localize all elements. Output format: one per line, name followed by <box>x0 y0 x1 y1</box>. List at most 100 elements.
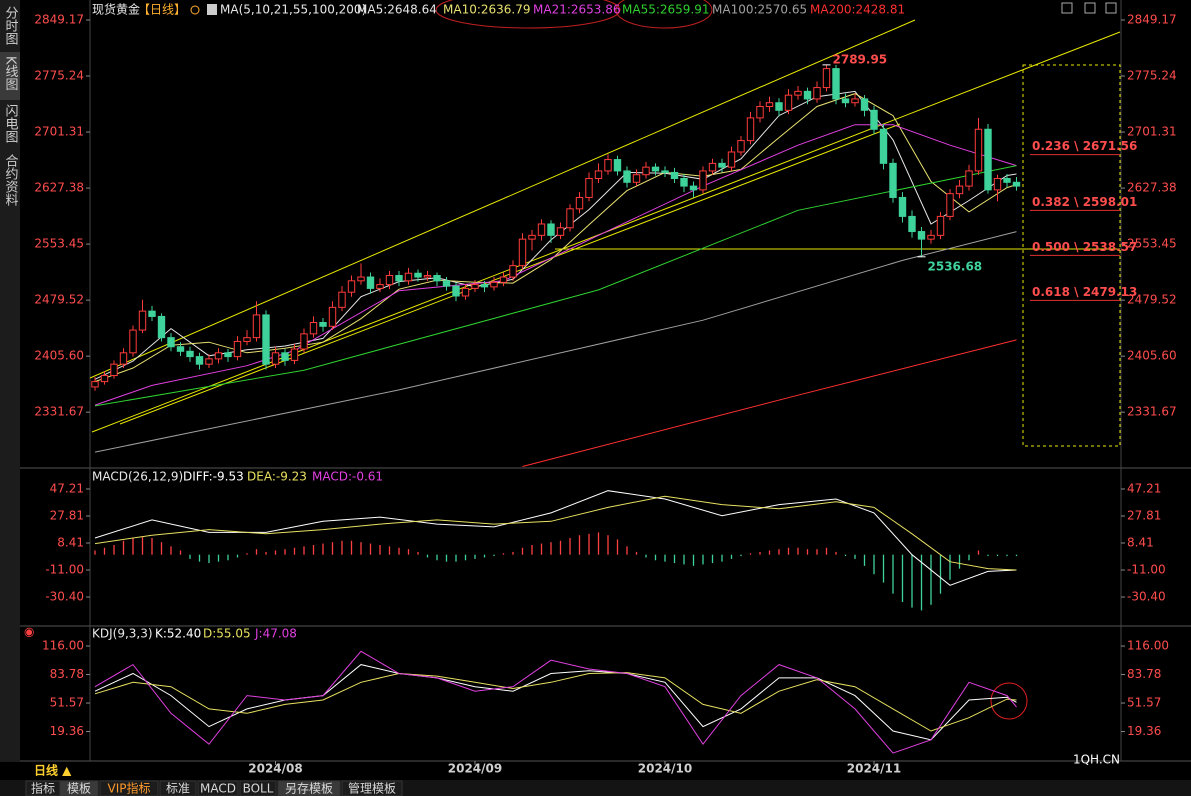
y-tick-label: 2553.45 <box>34 237 84 251</box>
tab[interactable]: 管理模板 <box>348 781 396 796</box>
y-tick-label: 27.81 <box>1127 508 1161 522</box>
candle-body <box>737 140 745 153</box>
icon[interactable] <box>1084 2 1096 14</box>
ma-icon[interactable] <box>207 4 217 15</box>
fib-level-label: 0.236 \ 2671.56 <box>1032 139 1137 153</box>
icon[interactable] <box>1105 2 1117 14</box>
candle-body <box>499 276 508 283</box>
sidebar-active <box>0 52 20 100</box>
y-tick-label: 2553.45 <box>1127 237 1177 251</box>
indicator-line <box>94 93 1017 383</box>
y-tick-label: 2701.31 <box>34 125 84 139</box>
candle-body <box>252 314 261 339</box>
tab[interactable]: 另存模板 <box>285 782 333 796</box>
y-tick-label: -11.00 <box>1127 563 1166 577</box>
sidebar-tab[interactable]: 合约资料 <box>3 154 19 206</box>
candle-body <box>879 128 888 164</box>
candle-body <box>290 348 299 361</box>
candle-body <box>1003 178 1011 183</box>
y-tick-label: 2405.60 <box>1127 349 1177 363</box>
candle-body <box>547 223 555 236</box>
candle-body <box>205 358 213 365</box>
legend-entry: MA10:2636.79 <box>443 3 531 17</box>
legend-entry: MA21:2653.86 <box>533 3 621 17</box>
indicator-line <box>94 650 1017 754</box>
y-tick-label: -30.40 <box>45 590 84 604</box>
candle-body <box>651 166 660 172</box>
candle-body <box>480 284 489 288</box>
candle-body <box>262 314 270 365</box>
candle-body <box>594 170 603 180</box>
tab[interactable]: BOLL <box>243 782 274 796</box>
y-tick-label: 27.81 <box>50 508 84 522</box>
candle-body <box>632 174 641 183</box>
candle-body <box>556 227 565 236</box>
candle-body <box>138 310 147 331</box>
tab[interactable]: VIP指标 <box>108 781 151 796</box>
candle-body <box>328 306 337 327</box>
candle-body <box>822 68 831 89</box>
settings-icon[interactable] <box>190 5 200 15</box>
candle-body <box>813 87 821 100</box>
sidebar-tab[interactable]: K线图 <box>3 56 19 91</box>
candle-body <box>955 185 964 195</box>
candle-body <box>965 170 973 187</box>
highlight-ellipse <box>615 0 713 29</box>
candle-body <box>119 352 128 365</box>
x-tick-label: 2024/10 <box>638 762 692 776</box>
candle-body <box>224 352 232 358</box>
legend-entry: J:47.08 <box>254 627 297 641</box>
y-tick-label: 83.78 <box>1127 667 1161 681</box>
tab-background[interactable] <box>59 780 99 796</box>
candle-body <box>708 162 717 172</box>
candle-body <box>689 185 698 191</box>
candle-body <box>271 352 280 365</box>
candle-body <box>471 284 479 289</box>
tab-background[interactable] <box>341 780 403 796</box>
tab-background[interactable] <box>239 780 277 796</box>
kdj-icon[interactable]: ◉ <box>24 625 34 639</box>
low-label: 2536.68 <box>928 259 983 273</box>
period-label: 【日线】 <box>138 3 186 17</box>
candle-body <box>784 94 793 111</box>
candle-body <box>110 363 118 377</box>
tab[interactable]: 指标 <box>31 781 55 796</box>
tab-background[interactable] <box>99 780 159 796</box>
macd-title: MACD(26,12,9) <box>92 470 183 484</box>
candle-body <box>794 90 802 96</box>
sidebar-tab[interactable]: 分时图 <box>3 6 19 45</box>
legend-entry: DIFF:-9.53 <box>183 470 244 484</box>
candle-body <box>404 272 413 282</box>
y-tick-label: 2627.38 <box>1127 181 1177 195</box>
icon[interactable] <box>1061 2 1073 14</box>
fib-box[interactable] <box>1022 64 1121 447</box>
tab[interactable]: MACD <box>200 782 236 796</box>
legend-entry: DEA:-9.23 <box>247 470 307 484</box>
candle-body <box>1012 181 1021 187</box>
tab[interactable]: 标准 <box>166 782 190 796</box>
period-selector[interactable]: 日线 ▲ <box>34 763 72 778</box>
candle-body <box>604 159 612 172</box>
tab[interactable]: 模板 <box>67 782 91 796</box>
trend-line[interactable] <box>89 19 916 379</box>
candle-body <box>860 98 869 111</box>
indicator-line <box>94 124 1017 406</box>
candle-body <box>157 315 166 339</box>
y-tick-label: 83.78 <box>50 667 84 681</box>
legend-entry: D:55.05 <box>203 627 251 641</box>
candle-body <box>917 231 926 240</box>
tab-background[interactable] <box>159 780 197 796</box>
tab-background[interactable] <box>197 780 239 796</box>
candle-body <box>670 171 679 180</box>
y-tick-label: 2405.60 <box>34 349 84 363</box>
tab-background[interactable] <box>277 780 341 796</box>
legend-entry: MA55:2659.91 <box>622 3 710 17</box>
y-tick-label: 2775.24 <box>1127 69 1177 83</box>
sidebar-tab[interactable]: 闪电图 <box>3 104 18 143</box>
candle-body <box>623 170 631 183</box>
candle-body <box>357 276 365 282</box>
y-tick-label: 2479.52 <box>1127 293 1177 307</box>
candle-body <box>338 291 346 308</box>
y-tick-label: 19.36 <box>1127 724 1161 738</box>
